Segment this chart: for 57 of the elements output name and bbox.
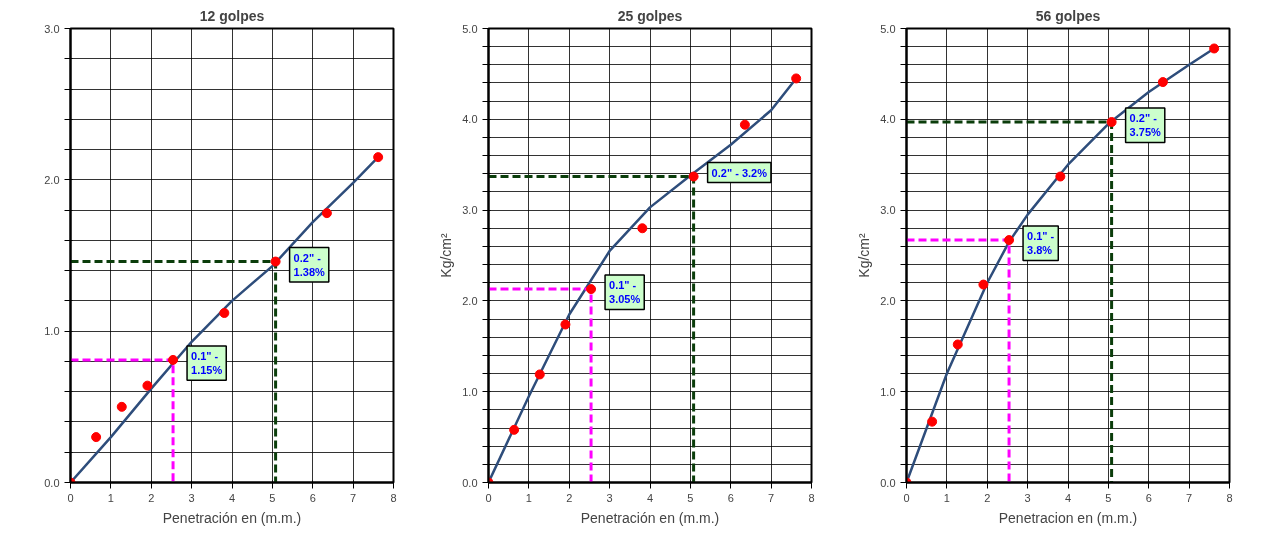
x-tick-label: 0 bbox=[67, 491, 74, 504]
x-axis-title: Penetración en (m.m.) bbox=[580, 509, 720, 526]
y-tick-label: 1.0 bbox=[462, 385, 478, 398]
annotation: 0.2" - 3.75% bbox=[1129, 112, 1162, 139]
x-tick-label: 3 bbox=[606, 491, 613, 504]
y-tick-label: 3.0 bbox=[880, 204, 896, 217]
x-tick-label: 2 bbox=[566, 491, 573, 504]
annotation: 0.1" - 3.05% bbox=[609, 279, 641, 306]
x-tick-label: 8 bbox=[808, 491, 815, 504]
chart-title: 25 golpes bbox=[617, 7, 683, 24]
x-axis-title: Penetración en (m.m.) bbox=[162, 509, 302, 526]
y-tick-label: 1.0 bbox=[44, 325, 60, 338]
x-tick-label: 8 bbox=[1226, 491, 1233, 504]
x-tick-label: 4 bbox=[228, 491, 236, 504]
x-tick-label: 7 bbox=[350, 491, 357, 504]
annotation: 0.2" - 1.38% bbox=[293, 251, 326, 278]
x-tick-label: 1 bbox=[107, 491, 114, 504]
annotation: 0.2" - 3.2% bbox=[711, 166, 768, 179]
x-tick-label: 1 bbox=[525, 491, 532, 504]
chart-title: 12 golpes bbox=[199, 7, 265, 24]
x-tick-label: 7 bbox=[1186, 491, 1193, 504]
x-tick-label: 2 bbox=[984, 491, 991, 504]
y-tick-label: 2.0 bbox=[44, 173, 60, 186]
y-axis-title: Kg/cm² bbox=[856, 232, 873, 278]
x-tick-label: 5 bbox=[1105, 491, 1112, 504]
annotation: 0.1" - 3.8% bbox=[1027, 230, 1055, 257]
x-tick-label: 4 bbox=[1064, 491, 1072, 504]
x-tick-label: 0 bbox=[903, 491, 910, 504]
y-tick-label: 0.0 bbox=[462, 476, 478, 489]
y-axis-title: Kg/cm² bbox=[438, 232, 455, 278]
annotation: 0.1" - 1.15% bbox=[191, 349, 223, 377]
y-tick-label: 1.0 bbox=[880, 385, 896, 398]
y-tick-label: 0.0 bbox=[880, 476, 896, 489]
x-tick-label: 3 bbox=[1024, 491, 1031, 504]
y-tick-label: 3.0 bbox=[44, 22, 60, 35]
y-tick-label: 5.0 bbox=[880, 22, 896, 35]
x-tick-label: 1 bbox=[943, 491, 950, 504]
x-tick-label: 0 bbox=[485, 491, 492, 504]
x-axis-title: Penetracion en (m.m.) bbox=[998, 509, 1138, 526]
x-tick-label: 2 bbox=[148, 491, 155, 504]
y-tick-label: 2.0 bbox=[880, 294, 896, 307]
y-tick-label: 0.0 bbox=[44, 476, 60, 489]
y-tick-label: 4.0 bbox=[462, 113, 478, 126]
y-tick-label: 5.0 bbox=[462, 22, 478, 35]
x-tick-label: 5 bbox=[687, 491, 694, 504]
x-tick-label: 8 bbox=[390, 491, 397, 504]
x-tick-label: 6 bbox=[727, 491, 734, 504]
x-tick-label: 4 bbox=[646, 491, 654, 504]
y-tick-label: 3.0 bbox=[462, 204, 478, 217]
x-tick-label: 5 bbox=[269, 491, 276, 504]
y-tick-label: 4.0 bbox=[880, 113, 896, 126]
x-tick-label: 6 bbox=[1145, 491, 1152, 504]
x-tick-label: 3 bbox=[188, 491, 195, 504]
x-tick-label: 7 bbox=[768, 491, 775, 504]
x-tick-label: 6 bbox=[309, 491, 316, 504]
chart-title: 56 golpes bbox=[1035, 7, 1101, 24]
y-tick-label: 2.0 bbox=[462, 294, 478, 307]
